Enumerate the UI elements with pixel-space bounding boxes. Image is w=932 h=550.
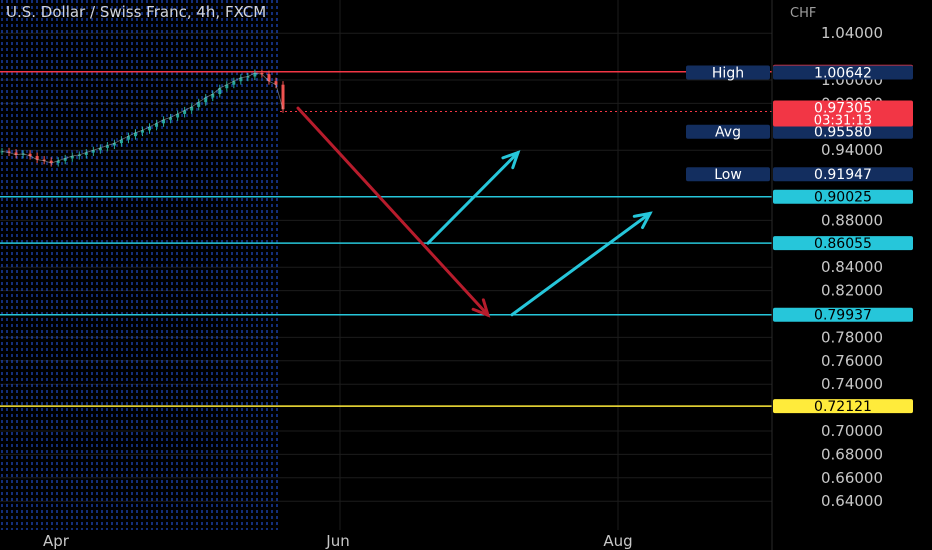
level-tag: 0.86055 (814, 236, 872, 252)
candle-body (91, 150, 95, 153)
candle-body (77, 154, 81, 157)
current-price-tag-bg (773, 100, 913, 127)
candle-body (70, 156, 74, 159)
stat-name-label: Low (714, 167, 742, 183)
y-tick-label: 0.88000 (821, 211, 883, 229)
current-price-label: 0.97305 (814, 101, 872, 117)
candle-body (267, 74, 271, 82)
y-tick-label: 0.74000 (821, 375, 883, 393)
stat-value-label: 0.95580 (814, 125, 872, 141)
candle-body (105, 145, 109, 148)
level-tag: 0.90025 (814, 190, 872, 206)
y-tick-label: 0.82000 (821, 282, 883, 300)
arrow-line (510, 211, 652, 317)
candle-body (56, 160, 60, 164)
currency-label: CHF (790, 6, 816, 21)
x-tick-label: Jun (325, 532, 349, 550)
candle-body (133, 132, 137, 137)
candle-body (119, 139, 123, 144)
chart-title: U.S. Dollar / Swiss Franc, 4h, FXCM (6, 3, 266, 21)
candle-body (218, 88, 222, 95)
candle-body (63, 158, 67, 161)
candle-body (260, 72, 264, 75)
candle-body (253, 72, 257, 77)
candle-body (14, 152, 18, 155)
arrow-head (632, 211, 653, 230)
candle-body (232, 81, 236, 85)
level-tag-bg (773, 307, 913, 322)
candle-body (169, 117, 173, 120)
stat-value-bg (773, 167, 913, 182)
candle-body (7, 151, 11, 153)
x-tick-label: Aug (603, 532, 632, 550)
y-tick-label: 1.04000 (821, 24, 883, 42)
y-tick-label: 0.68000 (821, 445, 883, 463)
candle-body (274, 81, 278, 85)
chart-grid (0, 0, 772, 530)
candle-body (239, 77, 243, 82)
stat-name-bg (686, 65, 770, 80)
candle-body (176, 113, 180, 118)
price-axis-tags: 1.007020.900250.860550.799370.72121High1… (686, 64, 913, 415)
candle-body (148, 126, 152, 131)
level-tag-bg (773, 236, 913, 251)
candle-body (112, 143, 116, 146)
arrow-head (501, 150, 521, 170)
y-tick-label: 0.64000 (821, 492, 883, 510)
candle-body (49, 160, 53, 164)
candle-body (84, 152, 88, 155)
y-tick-label: 0.78000 (821, 328, 883, 346)
candle-body (204, 97, 208, 103)
stat-name-label: Avg (715, 125, 741, 141)
candle-body (190, 106, 194, 111)
stat-name-bg (686, 167, 770, 182)
horizontal-levels (0, 71, 772, 407)
stat-name-label: High (712, 65, 744, 81)
candle-body (246, 76, 250, 78)
price-line (1, 72, 284, 164)
arrow-line (296, 106, 490, 317)
level-tag: 0.79937 (814, 308, 872, 324)
candle-body (183, 110, 187, 114)
stat-value-label: 1.00642 (814, 65, 872, 81)
candle-body (42, 159, 46, 161)
candle-body (155, 123, 159, 127)
candle-body (225, 84, 229, 89)
y-tick-label: 0.76000 (821, 352, 883, 370)
candle-body (126, 136, 130, 140)
level-tag-bg (773, 399, 913, 414)
candle-body (211, 94, 215, 98)
time-axis[interactable]: Apr Jun Aug (43, 532, 633, 550)
y-tick-label: 0.94000 (821, 141, 883, 159)
arrow-line (426, 151, 520, 245)
drawn-arrows (296, 106, 653, 318)
y-tick-label: 0.84000 (821, 258, 883, 276)
candle-body (21, 153, 25, 155)
stat-name-bg (686, 124, 770, 139)
countdown-label: 03:31:13 (814, 114, 872, 129)
candle-body (28, 153, 32, 157)
candle-body (162, 119, 166, 124)
candle-body (281, 84, 285, 110)
y-tick-label: 0.70000 (821, 422, 883, 440)
candle-body (98, 147, 102, 151)
y-tick-label: 0.66000 (821, 469, 883, 487)
vertical-line-pattern (1, 0, 278, 530)
stat-value-bg (773, 124, 913, 139)
level-tag-bg (773, 189, 913, 204)
arrow-head (471, 298, 491, 318)
candle-body (35, 156, 39, 160)
price-series (0, 69, 285, 167)
stat-value-bg (773, 65, 913, 80)
candle-body (141, 130, 144, 133)
stat-value-label: 0.91947 (814, 167, 872, 183)
x-tick-label: Apr (43, 532, 70, 550)
level-tag: 0.72121 (814, 399, 872, 415)
candle-body (197, 102, 201, 107)
candle-body (0, 151, 4, 153)
price-axis[interactable]: 1.040001.000000.980000.940000.880000.840… (821, 24, 883, 510)
